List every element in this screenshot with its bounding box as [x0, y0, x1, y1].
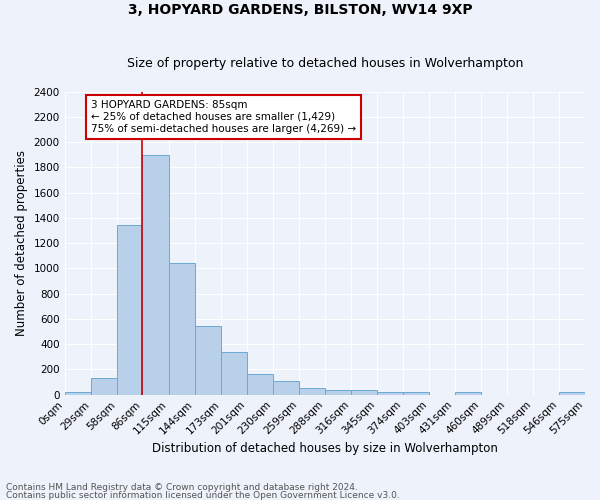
Bar	[169, 264, 195, 394]
Bar	[325, 390, 350, 394]
Bar	[117, 226, 142, 394]
Bar	[273, 382, 299, 394]
Text: 3, HOPYARD GARDENS, BILSTON, WV14 9XP: 3, HOPYARD GARDENS, BILSTON, WV14 9XP	[128, 2, 472, 16]
Bar	[559, 392, 585, 394]
Title: Size of property relative to detached houses in Wolverhampton: Size of property relative to detached ho…	[127, 56, 523, 70]
Text: Contains HM Land Registry data © Crown copyright and database right 2024.: Contains HM Land Registry data © Crown c…	[6, 484, 358, 492]
Y-axis label: Number of detached properties: Number of detached properties	[15, 150, 28, 336]
Bar	[65, 392, 91, 394]
Bar	[377, 392, 403, 394]
Bar	[247, 374, 273, 394]
Bar	[221, 352, 247, 395]
Bar	[455, 392, 481, 394]
Bar	[403, 392, 430, 394]
Text: Contains public sector information licensed under the Open Government Licence v3: Contains public sector information licen…	[6, 490, 400, 500]
X-axis label: Distribution of detached houses by size in Wolverhampton: Distribution of detached houses by size …	[152, 442, 498, 455]
Bar	[142, 154, 169, 394]
Bar	[299, 388, 325, 394]
Text: 3 HOPYARD GARDENS: 85sqm
← 25% of detached houses are smaller (1,429)
75% of sem: 3 HOPYARD GARDENS: 85sqm ← 25% of detach…	[91, 100, 356, 134]
Bar	[350, 390, 377, 394]
Bar	[91, 378, 117, 394]
Bar	[195, 326, 221, 394]
